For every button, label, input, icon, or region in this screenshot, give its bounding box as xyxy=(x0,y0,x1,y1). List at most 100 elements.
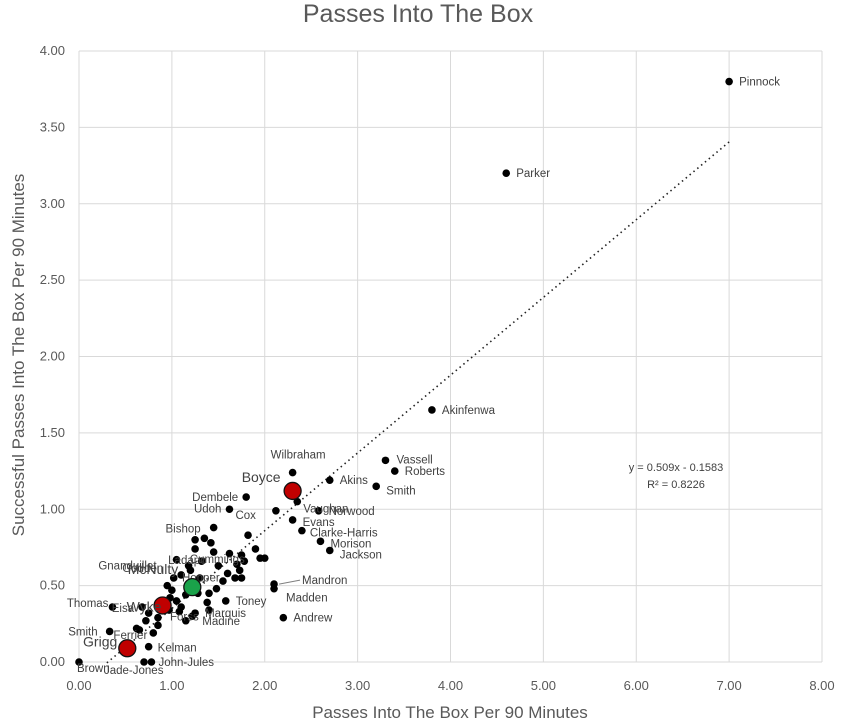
point-label: Forss xyxy=(170,612,199,624)
data-point xyxy=(288,468,297,477)
data-point xyxy=(279,613,288,622)
y-tick-label: 0.50 xyxy=(40,578,65,593)
point-label: Madine xyxy=(202,616,240,628)
data-point xyxy=(225,549,234,558)
x-tick-label: 4.00 xyxy=(438,678,463,693)
point-label: Godden xyxy=(122,563,163,575)
data-point xyxy=(219,577,227,585)
point-label: Roberts xyxy=(405,466,446,478)
y-tick-label: 4.00 xyxy=(40,43,65,58)
point-label: Akinfenwa xyxy=(442,405,496,417)
y-tick-label: 1.50 xyxy=(40,425,65,440)
highlighted-point xyxy=(183,578,202,597)
point-label: Akins xyxy=(340,475,368,487)
highlighted-points: Boyce McNulty Wyke Grigg xyxy=(83,469,302,658)
data-point xyxy=(205,606,213,614)
data-point xyxy=(244,531,252,540)
y-tick-label: 2.50 xyxy=(40,272,65,287)
data-point xyxy=(75,658,83,666)
data-point xyxy=(169,574,178,582)
point-label: Ladapo xyxy=(168,555,206,567)
data-point xyxy=(203,598,211,607)
point-label: Thomas xyxy=(67,598,109,610)
data-point xyxy=(138,603,146,611)
data-point xyxy=(242,493,250,501)
highlighted-label: Grigg xyxy=(83,633,117,649)
data-point xyxy=(207,539,215,547)
data-point xyxy=(725,77,733,86)
y-tick-label: 2.00 xyxy=(40,349,65,364)
x-tick-label: 0.00 xyxy=(66,678,91,693)
point-label: Eisa xyxy=(112,603,135,615)
data-point xyxy=(314,506,323,515)
point-label: Evans xyxy=(303,517,335,529)
x-tick-label: 2.00 xyxy=(252,678,277,693)
point-label: Smith xyxy=(386,485,415,497)
y-axis-ticks: 0.00 0.50 1.00 1.50 2.00 2.50 3.00 3.50 4.00 xyxy=(40,43,65,669)
point-label: Vaughan xyxy=(303,504,348,516)
data-point xyxy=(154,621,162,630)
data-point xyxy=(177,571,185,579)
data-point xyxy=(108,603,117,611)
y-tick-label: 3.50 xyxy=(40,119,65,134)
point-label: Andrew xyxy=(293,613,333,625)
data-point xyxy=(325,476,334,485)
point-label: Udoh xyxy=(194,503,222,515)
point-label: John-Jules xyxy=(158,657,214,669)
x-tick-label: 7.00 xyxy=(716,678,741,693)
point-label: Smith xyxy=(68,626,97,638)
trendline-equation: y = 0.509x - 0.1583 xyxy=(629,462,723,474)
point-label: Brown xyxy=(77,663,110,675)
x-axis-title: Passes Into The Box Per 90 Minutes xyxy=(312,703,588,722)
point-label: Morison xyxy=(330,538,371,550)
data-point xyxy=(316,537,325,546)
data-point xyxy=(293,497,302,506)
point-label: Gnanduillet xyxy=(98,561,157,573)
data-point xyxy=(212,584,221,593)
data-point xyxy=(237,551,246,559)
data-point xyxy=(270,584,278,593)
point-label: Clarke-Harris xyxy=(310,528,378,540)
leader-line xyxy=(278,579,301,585)
data-point xyxy=(272,506,280,515)
data-point xyxy=(240,557,249,565)
data-point xyxy=(298,526,306,535)
trendline-r-squared: R² = 0.8226 xyxy=(647,479,705,491)
point-label: Kelman xyxy=(158,643,197,655)
data-point xyxy=(172,597,181,605)
data-point xyxy=(191,545,199,553)
y-tick-label: 0.00 xyxy=(40,654,65,669)
data-point xyxy=(184,561,193,570)
y-tick-label: 3.00 xyxy=(40,196,65,211)
data-point xyxy=(182,616,190,625)
data-point xyxy=(260,554,269,562)
data-point xyxy=(168,586,176,595)
data-point xyxy=(502,169,511,177)
data-point xyxy=(105,627,114,636)
point-label: Madden xyxy=(286,593,328,605)
data-point xyxy=(144,609,153,617)
data-point xyxy=(428,406,436,414)
data-point xyxy=(225,505,234,514)
data-point xyxy=(214,561,223,570)
y-axis-title: Successful Passes Into The Box Per 90 Mi… xyxy=(9,174,28,537)
data-point xyxy=(172,555,181,564)
data-point xyxy=(188,612,197,620)
highlighted-label: McNulty xyxy=(128,561,179,577)
point-label: Norwood xyxy=(329,506,375,518)
point-label: Parker xyxy=(516,168,550,180)
data-point xyxy=(390,467,399,475)
point-label: Jade-Jones xyxy=(104,665,164,677)
data-point xyxy=(205,589,213,598)
point-label: Pinnock xyxy=(739,77,780,89)
data-point xyxy=(154,613,162,622)
grid xyxy=(78,50,823,663)
data-point xyxy=(209,548,218,556)
data-point xyxy=(142,616,150,625)
leader-lines xyxy=(278,579,301,585)
data-point xyxy=(237,574,246,582)
point-label: Jackson xyxy=(340,549,382,561)
